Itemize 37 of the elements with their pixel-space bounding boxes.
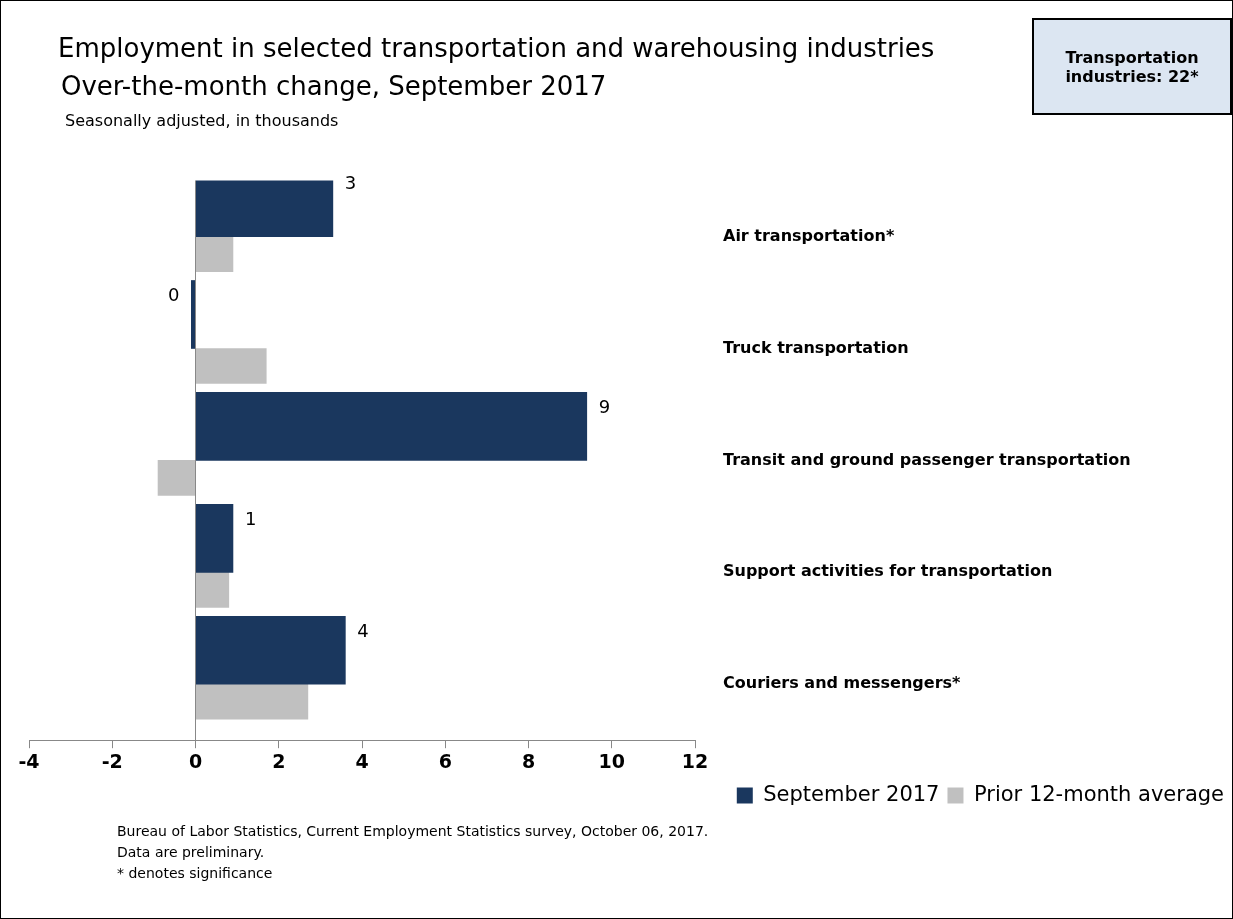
text: Seasonally adjusted, in thousands [65,111,339,130]
data-label: 4 [357,619,369,641]
data-label: 3 [344,172,357,194]
x-tick-label: 8 [521,749,536,772]
chart-title: Employment in selected transportation and warehousing industries [58,33,935,63]
x-tick-label: 6 [438,749,452,772]
data-label: 1 [244,507,257,529]
x-tick-label: -2 [101,749,123,772]
text: * denotes significance [117,864,274,883]
x-tick-label: 2 [272,749,286,772]
bar [195,392,588,461]
x-tick-label: 12 [681,749,709,772]
bar [191,280,196,349]
chart-subtitle: Over-the-month change, September 2017 [61,71,607,101]
x-tick-label: 0 [188,749,203,772]
text: Bureau of Labor Statistics, Current Employment Statistics survey, October 06, 2017. [117,822,709,841]
x-tick-label: 4 [355,749,369,772]
bar [195,503,234,573]
x-tick-label: 10 [598,749,625,772]
bar [157,460,196,496]
bar [195,615,346,685]
y-tick-label: Air transportation* [723,225,895,245]
y-tick-label: Support activities for transportation [723,561,1053,581]
legend-label: September 2017 [763,781,940,806]
legend-label: Prior 12-month average [973,781,1225,806]
y-tick-label: Couriers and messengers* [723,673,962,693]
x-tick-label: -4 [18,749,40,772]
y-tick-label: Transit and ground passenger transportation [723,449,1131,469]
bar [195,683,309,720]
data-label: 9 [598,396,611,418]
y-tick-label: Truck transportation [723,337,909,357]
text: Transportation industries: 22* [1032,18,1232,115]
data-label: 0 [167,284,180,306]
text: Data are preliminary. [117,843,266,862]
bar [195,571,230,608]
bar [195,348,267,384]
bar [195,236,234,272]
